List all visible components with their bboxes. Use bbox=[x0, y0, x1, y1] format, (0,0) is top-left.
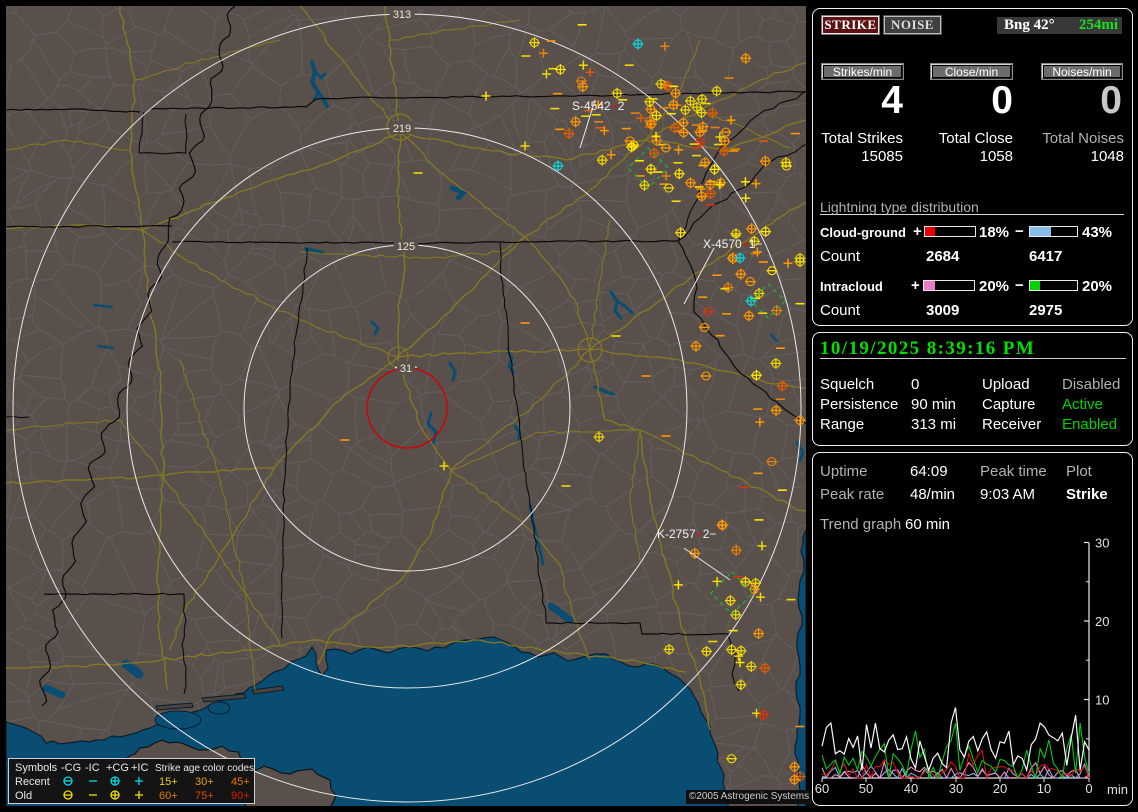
svg-text:75+: 75+ bbox=[195, 790, 214, 802]
svg-text:20: 20 bbox=[993, 781, 1007, 796]
svg-text:125: 125 bbox=[397, 241, 415, 253]
svg-text:Old: Old bbox=[15, 790, 32, 802]
svg-text:+IC: +IC bbox=[131, 762, 148, 774]
svg-text:-IC: -IC bbox=[85, 762, 100, 774]
svg-text:50: 50 bbox=[859, 781, 873, 796]
svg-text:Symbols: Symbols bbox=[15, 762, 58, 774]
svg-text:10: 10 bbox=[1095, 693, 1109, 708]
svg-text:+CG: +CG bbox=[106, 762, 129, 774]
svg-text:30+: 30+ bbox=[195, 776, 214, 788]
svg-text:30: 30 bbox=[949, 781, 963, 796]
svg-text:31: 31 bbox=[400, 363, 412, 375]
svg-text:313: 313 bbox=[393, 9, 411, 21]
svg-text:15+: 15+ bbox=[159, 776, 178, 788]
svg-text:0: 0 bbox=[1085, 781, 1092, 796]
svg-text:-CG: -CG bbox=[61, 762, 81, 774]
svg-text:219: 219 bbox=[393, 123, 411, 135]
svg-text:K-2757+2−: K-2757+2− bbox=[657, 527, 716, 541]
svg-text:90+: 90+ bbox=[231, 790, 250, 802]
svg-text:X-4570+1−: X-4570+1− bbox=[703, 237, 762, 251]
svg-text:60+: 60+ bbox=[159, 790, 178, 802]
svg-text:min: min bbox=[1107, 782, 1128, 797]
svg-text:Strike age color codes: Strike age color codes bbox=[155, 763, 254, 774]
svg-text:20: 20 bbox=[1095, 614, 1109, 629]
svg-text:S-4542+2: S-4542+2 bbox=[572, 99, 625, 113]
svg-text:60: 60 bbox=[815, 781, 829, 796]
svg-text:Recent: Recent bbox=[15, 776, 50, 788]
svg-text:45+: 45+ bbox=[231, 776, 250, 788]
svg-text:30: 30 bbox=[1095, 536, 1109, 551]
svg-text:40: 40 bbox=[904, 781, 918, 796]
svg-text:10: 10 bbox=[1037, 781, 1051, 796]
